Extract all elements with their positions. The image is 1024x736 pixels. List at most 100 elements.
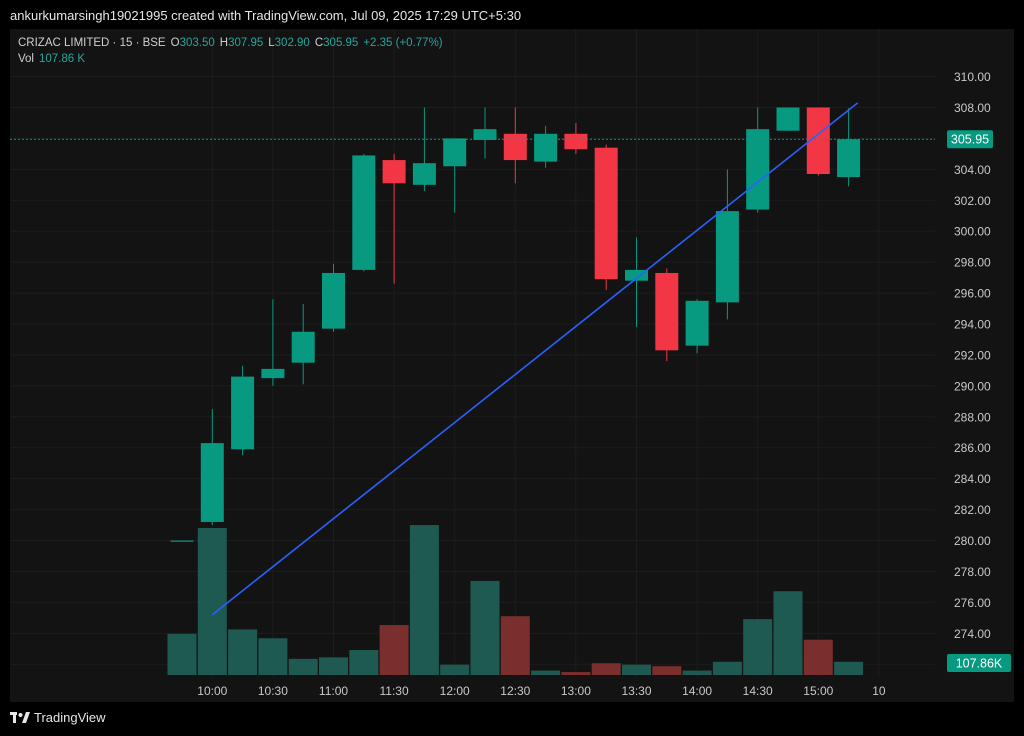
time-axis[interactable]: 10:00 10:30 11:00 11:30 12:00 12:30 13:00 13:30… (197, 684, 886, 698)
price-tick-label: 296.00 (954, 287, 991, 301)
price-tick-label: 302.00 (954, 194, 991, 208)
candle-body (746, 129, 770, 210)
last-volume-label: 107.86K (956, 657, 1003, 671)
price-tick-label: 284.00 (954, 472, 991, 486)
price-tick-label: 290.00 (954, 379, 991, 393)
volume-bar (743, 619, 773, 675)
grid (10, 29, 935, 677)
volume-bar (319, 657, 348, 675)
low-label: L (268, 37, 275, 49)
candle-body (473, 129, 497, 140)
candle-body (200, 443, 224, 522)
price-tick-label: 310.00 (954, 70, 991, 84)
chart-panel[interactable]: 272.00274.00276.00278.00280.00282.00284.… (10, 29, 1014, 702)
high-label: H (219, 37, 229, 49)
last-price-badge: 305.95 (947, 130, 993, 149)
volume-bar (561, 672, 591, 675)
candle-body (625, 269, 648, 281)
price-tick-label: 286.00 (954, 441, 991, 455)
symbol-label: CRIZAC LIMITED · 15 · BSE (18, 37, 166, 49)
price-tick-label: 288.00 (954, 410, 991, 424)
price-tick-label: 274.00 (954, 627, 991, 641)
candle-body (776, 107, 800, 131)
candles (170, 107, 861, 542)
volume-bar (803, 639, 833, 675)
volume-bar (834, 661, 864, 675)
volume-label: Vol (18, 53, 34, 65)
time-tick-label: 14:00 (682, 684, 712, 698)
volume-bar (500, 616, 530, 675)
candle-body (443, 138, 467, 167)
candle-body (412, 163, 436, 185)
last-price-label: 305.95 (951, 133, 989, 147)
last-volume-badge: 107.86K (947, 654, 1011, 672)
footer-brand[interactable]: TradingView (10, 710, 106, 725)
candle-body (594, 147, 618, 280)
volume-bar (622, 664, 651, 675)
candle-body (806, 107, 830, 174)
volume-bar (379, 625, 409, 675)
volume-bar (258, 638, 288, 675)
ohlc-row: CRIZAC LIMITED · 15 · BSE O303.50 H307.9… (18, 35, 443, 51)
time-tick-label: 13:00 (561, 684, 591, 698)
volume-bar (228, 629, 258, 675)
candle-body (503, 133, 527, 161)
time-tick-label: 15:00 (803, 684, 833, 698)
candle-body (170, 540, 194, 542)
candle-body (352, 155, 376, 270)
tradingview-logo-icon (10, 711, 30, 723)
open-value: 303.50 (179, 37, 215, 49)
time-tick-label: 13:30 (621, 684, 651, 698)
candle-body (382, 160, 406, 184)
volume-bars (167, 525, 864, 675)
volume-value: 107.86 K (39, 53, 86, 65)
time-tick-label: 12:30 (500, 684, 530, 698)
price-tick-label: 300.00 (954, 225, 991, 239)
volume-row: Vol 107.86 K (18, 51, 443, 67)
volume-bar (197, 528, 227, 675)
candle-body (564, 133, 588, 150)
volume-bar (470, 580, 500, 675)
candle-body (685, 300, 709, 346)
candle-body (534, 133, 558, 162)
time-tick-label: 12:00 (440, 684, 470, 698)
price-tick-label: 280.00 (954, 534, 991, 548)
close-label: C (314, 37, 324, 49)
high-value: 307.95 (228, 37, 264, 49)
trendline[interactable] (211, 102, 859, 616)
candle-body (715, 211, 739, 303)
volume-bar (167, 633, 197, 675)
low-value: 302.90 (274, 37, 310, 49)
price-axis[interactable]: 272.00274.00276.00278.00280.00282.00284.… (935, 29, 1014, 702)
price-tick-label: 294.00 (954, 318, 991, 332)
price-tick-label: 292.00 (954, 348, 991, 362)
volume-bar (409, 525, 439, 675)
legend: CRIZAC LIMITED · 15 · BSE O303.50 H307.9… (18, 35, 443, 67)
time-tick-label: 10:00 (197, 684, 227, 698)
time-tick-label: 11:30 (380, 684, 409, 698)
volume-bar (531, 670, 561, 675)
close-value: 305.95 (323, 37, 359, 49)
volume-bar (440, 664, 470, 675)
candle-body (322, 272, 345, 329)
time-tick-label: 10 (872, 684, 886, 698)
price-tick-label: 298.00 (954, 256, 991, 270)
volume-bar (288, 658, 318, 675)
candle-body (655, 272, 679, 351)
price-tick-label: 308.00 (954, 101, 991, 115)
time-tick-label: 14:30 (743, 684, 773, 698)
price-tick-label: 276.00 (954, 596, 991, 610)
open-label: O (170, 37, 180, 49)
price-tick-label: 282.00 (954, 503, 991, 517)
candlestick-chart[interactable]: 272.00274.00276.00278.00280.00282.00284.… (10, 29, 1014, 702)
volume-bar (682, 670, 712, 675)
volume-bar (773, 591, 803, 675)
time-tick-label: 10:30 (258, 684, 288, 698)
volume-bar (652, 666, 682, 675)
candle-body (231, 376, 255, 450)
volume-bar (712, 661, 742, 675)
time-tick-label: 11:00 (319, 684, 348, 698)
candle-body (291, 331, 315, 363)
brand-name: TradingView (34, 710, 106, 725)
volume-bar (349, 650, 379, 675)
